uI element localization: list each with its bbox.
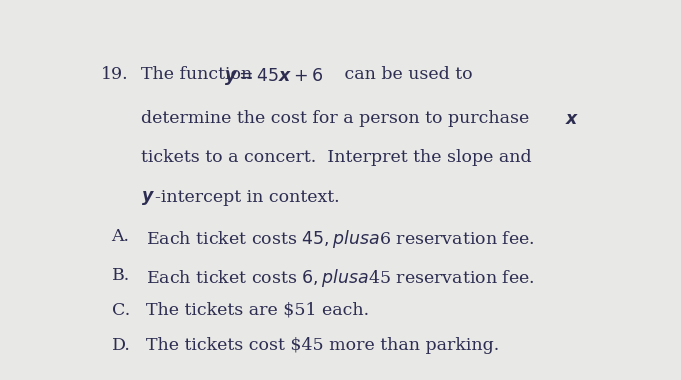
Text: C.: C.: [112, 302, 130, 318]
Text: 19.: 19.: [101, 66, 129, 83]
Text: $\boldsymbol{y} = 45\boldsymbol{x} + 6$: $\boldsymbol{y} = 45\boldsymbol{x} + 6$: [224, 66, 323, 87]
Text: $\boldsymbol{x}$: $\boldsymbol{x}$: [565, 110, 580, 128]
Text: A.: A.: [112, 228, 129, 245]
Text: The tickets cost $45 more than parking.: The tickets cost $45 more than parking.: [146, 337, 499, 354]
Text: The tickets are $51 each.: The tickets are $51 each.: [146, 302, 369, 318]
Text: can be used to: can be used to: [339, 66, 473, 83]
Text: determine the cost for a person to purchase: determine the cost for a person to purch…: [140, 110, 535, 127]
Text: D.: D.: [112, 337, 130, 354]
Text: Each ticket costs $45, plus a $6 reservation fee.: Each ticket costs $45, plus a $6 reserva…: [146, 228, 535, 250]
Text: Each ticket costs $6, plus a $45 reservation fee.: Each ticket costs $6, plus a $45 reserva…: [146, 266, 535, 288]
Text: $\boldsymbol{y}$: $\boldsymbol{y}$: [140, 189, 155, 207]
Text: The function: The function: [140, 66, 257, 83]
Text: -intercept in context.: -intercept in context.: [155, 189, 339, 206]
Text: tickets to a concert.  Interpret the slope and: tickets to a concert. Interpret the slop…: [140, 149, 531, 166]
Text: B.: B.: [112, 266, 130, 283]
